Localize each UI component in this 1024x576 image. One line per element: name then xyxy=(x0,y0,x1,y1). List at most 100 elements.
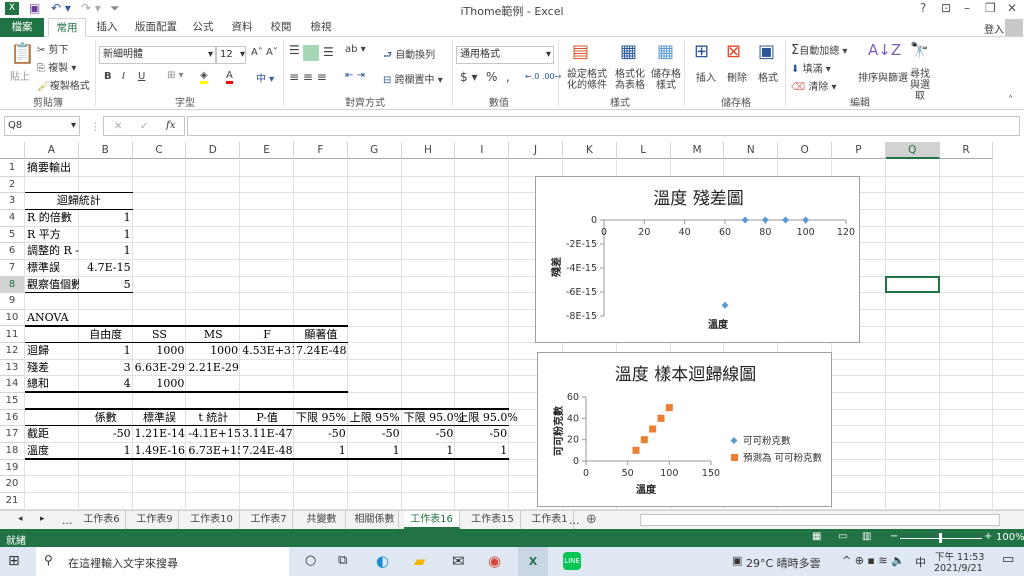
sheet-tab[interactable]: 工作表9 xyxy=(131,511,179,529)
chart-1[interactable]: 溫度 殘差圖 0 20 40 60 80 100 120 0 -2E-15 -4E-15 -6E-15… xyxy=(535,176,860,343)
cell[interactable]: 總和 xyxy=(27,377,49,391)
percent-button[interactable]: % xyxy=(486,70,498,84)
tab-review[interactable]: 校閱 xyxy=(270,21,292,33)
name-box[interactable]: Q8 ▾ xyxy=(4,116,80,136)
zoom-in-button[interactable]: + xyxy=(984,531,993,542)
chart-2[interactable]: 溫度 樣本迴歸線圖 0 50 100 150 60 40 20 0 溫度 可可粉克數 可可粉克數 預測為… xyxy=(537,352,832,507)
currency-button[interactable]: $ ▾ xyxy=(460,70,478,84)
row-header-9[interactable]: 9 xyxy=(0,293,25,310)
delete-cells-icon[interactable]: ⊠ xyxy=(726,41,742,62)
zoom-out-button[interactable]: − xyxy=(890,531,899,542)
cell[interactable]: 5 xyxy=(123,277,131,291)
sign-in-link[interactable]: 登入 xyxy=(984,25,1004,36)
paste-icon[interactable]: 📋 xyxy=(10,41,35,65)
cell[interactable]: -4.1E+15 xyxy=(188,427,241,441)
row-header-7[interactable]: 7 xyxy=(0,259,25,277)
cell[interactable]: 調整的 R - xyxy=(27,244,79,258)
zoom-level[interactable]: 100% xyxy=(996,532,1024,543)
cell[interactable]: 上限 95.0% xyxy=(457,410,518,424)
format-table-button[interactable]: 格式化為表格 xyxy=(615,69,645,91)
row-header-11[interactable]: 11 xyxy=(0,326,25,344)
cell[interactable]: R 的倍數 xyxy=(27,210,72,224)
cell[interactable]: 4 xyxy=(123,377,131,391)
clock-time[interactable]: 下午 11:53 xyxy=(935,552,985,563)
page-layout-view-icon[interactable]: ▭ xyxy=(838,531,848,542)
cell[interactable]: 1 xyxy=(123,227,131,241)
align-top-icon[interactable]: ☰ xyxy=(289,43,300,57)
merge-center-button[interactable]: ⊟ 跨欄置中 ▾ xyxy=(383,75,443,86)
row-header-17[interactable]: 17 xyxy=(0,426,25,444)
insert-function-icon[interactable]: fx xyxy=(166,120,176,131)
row-header-1[interactable]: 1 xyxy=(0,160,25,177)
cell[interactable]: 自由度 xyxy=(89,327,123,341)
tab-page-layout[interactable]: 版面配置 xyxy=(135,21,177,33)
column-header-F[interactable]: F xyxy=(294,142,348,159)
find-icon[interactable]: 🔭 xyxy=(910,41,929,59)
tab-file[interactable]: 檔案 xyxy=(0,18,44,37)
selected-cell[interactable] xyxy=(884,275,940,294)
row-header-3[interactable]: 3 xyxy=(0,193,25,210)
cell[interactable]: 2.21E-29 xyxy=(188,360,239,374)
cell[interactable]: 1.21E-14 xyxy=(134,427,186,441)
row-header-16[interactable]: 16 xyxy=(0,409,25,427)
sheet-tab[interactable]: 工作表16 xyxy=(404,511,460,529)
cell[interactable]: 4.7E-15 xyxy=(87,260,131,274)
cell[interactable]: 1 xyxy=(446,444,454,458)
tab-view[interactable]: 檢視 xyxy=(310,21,332,33)
notifications-icon[interactable]: ▭ xyxy=(1002,552,1015,567)
sheet-tab[interactable]: 共變數 xyxy=(298,511,346,529)
page-break-view-icon[interactable]: ▥ xyxy=(862,531,872,542)
normal-view-icon[interactable]: ▦ xyxy=(812,531,822,542)
sheet-tab[interactable]: 工作表1 xyxy=(526,511,574,529)
undo-icon[interactable]: ↶ ▾ xyxy=(51,1,71,15)
restore-icon[interactable]: ❐ xyxy=(985,1,996,15)
sheet-tab[interactable]: 相關係數 xyxy=(351,511,399,529)
column-header-K[interactable]: K xyxy=(563,142,617,159)
zoom-slider-thumb[interactable] xyxy=(939,533,942,543)
tab-data[interactable]: 資料 xyxy=(231,21,253,33)
column-header-P[interactable]: P xyxy=(832,142,886,159)
clock-date[interactable]: 2021/9/21 xyxy=(934,563,983,574)
grow-font-icon[interactable]: A˄ A˅ xyxy=(251,47,278,58)
mail-icon[interactable]: ✉ xyxy=(452,552,465,570)
row-header-15[interactable]: 15 xyxy=(0,393,25,410)
cell[interactable]: 3 xyxy=(123,360,131,374)
insert-cells-icon[interactable]: ⊞ xyxy=(694,41,710,62)
row-header-14[interactable]: 14 xyxy=(0,376,25,394)
chrome-icon[interactable]: ◉ xyxy=(488,552,502,570)
row-header-5[interactable]: 5 xyxy=(0,226,25,244)
cell[interactable]: R 平方 xyxy=(27,227,61,241)
underline-button[interactable]: U xyxy=(138,71,146,82)
fill-color-icon[interactable]: ◈ xyxy=(200,70,208,84)
clear-button[interactable]: ⌫ 清除 ▾ xyxy=(791,82,837,93)
copy-button[interactable]: ⎘ 複製 ▾ xyxy=(37,63,77,74)
cell[interactable]: 1 xyxy=(123,244,131,258)
delete-cells-button[interactable]: 刪除 xyxy=(727,73,747,84)
cell[interactable]: 1000 xyxy=(156,377,185,391)
orientation-icon[interactable]: ab ▾ xyxy=(345,44,366,55)
cell[interactable]: 截距 xyxy=(27,427,49,441)
cell[interactable]: 下限 95% xyxy=(296,410,346,424)
sort-filter-button[interactable]: 排序與篩選 xyxy=(858,73,908,84)
edge-icon[interactable]: ◐ xyxy=(376,552,390,570)
insert-cells-button[interactable]: 插入 xyxy=(696,73,716,84)
column-header-A[interactable]: A xyxy=(25,142,79,159)
cell[interactable]: 7.24E-48 xyxy=(296,344,347,358)
prev-sheet-icon[interactable]: ◂ xyxy=(18,514,23,524)
cell[interactable]: P-值 xyxy=(256,410,278,424)
cell[interactable]: 1.49E-16 xyxy=(134,444,186,458)
sort-filter-icon[interactable]: A↓Z xyxy=(868,41,902,59)
tab-home[interactable]: 常用 xyxy=(48,18,86,37)
cell[interactable]: 殘差 xyxy=(27,360,49,374)
column-header-D[interactable]: D xyxy=(186,142,241,159)
excel-taskbar-icon[interactable]: X xyxy=(518,547,548,576)
row-header-12[interactable]: 12 xyxy=(0,343,25,360)
customize-qa-icon[interactable]: ⏷ xyxy=(110,1,120,15)
cell[interactable]: 迴歸 xyxy=(27,344,49,358)
row-header-19[interactable]: 19 xyxy=(0,459,25,477)
format-painter-button[interactable]: 🖌複製格式 xyxy=(37,81,90,92)
taskbar-search[interactable]: ⚲ 在這裡輸入文字來搜尋 xyxy=(36,547,289,576)
borders-icon[interactable]: ⊞ ▾ xyxy=(167,70,184,81)
font-name-select[interactable]: 新細明體 ▾ xyxy=(99,46,216,64)
phonetic-icon[interactable]: 中 ▾ xyxy=(256,74,275,85)
